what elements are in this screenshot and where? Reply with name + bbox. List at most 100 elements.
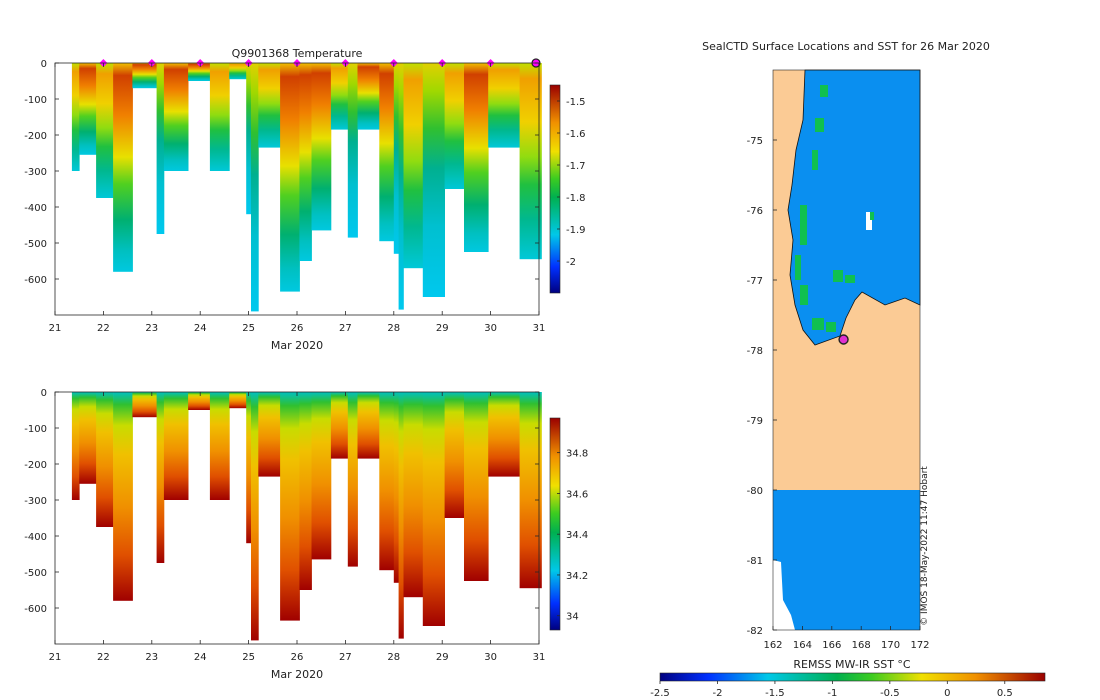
- temperature-section-plot: Q9901368 Temperature 0 -100 -200 -300 -400 -5…: [24, 47, 585, 352]
- map-fills: [772, 69, 921, 631]
- profile-column: [488, 63, 521, 148]
- map-y-tick-label: -80: [747, 486, 763, 497]
- y-tick-label: -100: [24, 424, 47, 435]
- y-tick-label: 0: [41, 388, 47, 399]
- x-tick-label: 21: [49, 652, 62, 663]
- x-tick-label: 22: [97, 323, 110, 334]
- sst-colorbar: [659, 672, 1046, 682]
- x-tick-label: 28: [387, 323, 400, 334]
- profile-column: [444, 63, 465, 189]
- x-tick-label: 29: [436, 323, 449, 334]
- profile-column: [96, 63, 114, 198]
- colorbar-tick-label: 34.4: [566, 530, 588, 541]
- profile-column: [209, 63, 230, 171]
- salinity-x-ticks: 21 22 23 24 25 26 27 28 29 30 31: [49, 392, 546, 663]
- profile-column: [156, 63, 165, 234]
- profile-column: [188, 392, 211, 410]
- x-tick-label: 24: [194, 323, 207, 334]
- y-tick-label: -200: [24, 460, 47, 471]
- colorbar-tick-label: -1.9: [566, 225, 586, 236]
- coastal-sst-cell: [826, 322, 836, 332]
- x-tick-label: 30: [484, 323, 497, 334]
- profile-column: [403, 392, 424, 598]
- map-y-tick-label: -81: [747, 556, 763, 567]
- colorbar-tick-label: 34: [566, 612, 579, 623]
- colorbar-tick-label: -1.6: [566, 129, 586, 140]
- no-data-edge: [773, 560, 795, 630]
- profile-column: [422, 392, 445, 626]
- map-y-tick-label: -77: [747, 276, 763, 287]
- colorbar-tick-label: -1.5: [566, 97, 586, 108]
- profile-column: [379, 63, 395, 242]
- x-tick-label: 31: [533, 323, 546, 334]
- map-x-tick-label: 166: [822, 640, 841, 651]
- profile-column: [246, 392, 252, 544]
- x-tick-label: 31: [533, 652, 546, 663]
- sst-colorbar-ticks: -2.5 -2 -1.5 -1 -0.5 0 0.5: [650, 681, 1013, 699]
- map-y-tick-label: -82: [747, 626, 763, 637]
- y-tick-label: -300: [24, 496, 47, 507]
- profile-column: [280, 392, 300, 621]
- profile-column: [280, 63, 300, 292]
- profile-column: [163, 63, 189, 171]
- sst-colorbar-tick-label: -2.5: [650, 688, 670, 699]
- temperature-profiles: [71, 63, 542, 312]
- x-tick-label: 25: [242, 652, 255, 663]
- map-x-tick-label: 162: [763, 640, 782, 651]
- map-x-tick-label: 164: [793, 640, 812, 651]
- map-y-tick-label: -79: [747, 416, 763, 427]
- salinity-profiles: [71, 392, 542, 641]
- sst-colorbar-tick-label: -1: [827, 688, 837, 699]
- profile-column: [132, 63, 157, 89]
- profile-column: [251, 63, 259, 312]
- colorbar-tick-label: 34.2: [566, 571, 588, 582]
- x-tick-label: 27: [339, 652, 352, 663]
- profile-column: [398, 392, 404, 639]
- map-y-ticks: -75 -76 -77 -78 -79 -80 -81 -82: [747, 136, 777, 637]
- southern-sst-band: [773, 490, 920, 630]
- map-y-tick-label: -75: [747, 136, 763, 147]
- sst-colorbar-tick-label: -1.5: [765, 688, 785, 699]
- profile-column: [519, 392, 542, 589]
- salinity-colorbar: [549, 417, 561, 631]
- coastal-sst-cell: [812, 318, 824, 330]
- colorbar-tick-label: -1.7: [566, 161, 586, 172]
- profile-column: [132, 392, 157, 418]
- map-credit: © IMOS 18-May-2022 11:47 Hobart: [920, 466, 930, 626]
- temperature-plot-title: Q9901368 Temperature: [232, 47, 363, 60]
- profile-column: [311, 63, 332, 231]
- x-tick-label: 23: [145, 323, 158, 334]
- profile-column: [188, 63, 211, 81]
- map-x-ticks: 162 164 166 168 170 172: [763, 626, 930, 651]
- profile-column: [229, 63, 247, 80]
- map-x-tick-label: 168: [852, 640, 871, 651]
- profile-column: [251, 392, 259, 641]
- x-tick-label: 24: [194, 652, 207, 663]
- x-tick-label: 25: [242, 323, 255, 334]
- profile-column: [519, 63, 542, 260]
- colorbar-tick-label: -1.8: [566, 193, 586, 204]
- profile-column: [113, 392, 133, 601]
- profile-column: [464, 392, 489, 581]
- profile-column: [156, 392, 165, 563]
- profile-column: [444, 392, 465, 518]
- profile-column: [113, 63, 133, 272]
- profile-column: [398, 63, 404, 310]
- temperature-colorbar: [549, 84, 561, 294]
- salinity-x-label: Mar 2020: [271, 668, 323, 681]
- profile-column: [330, 63, 349, 130]
- profile-column: [96, 392, 114, 527]
- y-tick-label: -400: [24, 532, 47, 543]
- x-tick-label: 29: [436, 652, 449, 663]
- salinity-section-plot: 0 -100 -200 -300 -400 -500 -600 21 22 23 24 25 26 27…: [24, 388, 588, 681]
- y-tick-label: -300: [24, 167, 47, 178]
- profile-column: [71, 63, 80, 171]
- ross-sea-sst: [787, 69, 921, 346]
- map-y-tick-label: -76: [747, 206, 763, 217]
- map-x-tick-label: 170: [881, 640, 900, 651]
- sst-colorbar-tick-label: -0.5: [880, 688, 900, 699]
- seal-position-marker: [838, 334, 849, 345]
- profile-column: [330, 392, 349, 459]
- x-tick-label: 27: [339, 323, 352, 334]
